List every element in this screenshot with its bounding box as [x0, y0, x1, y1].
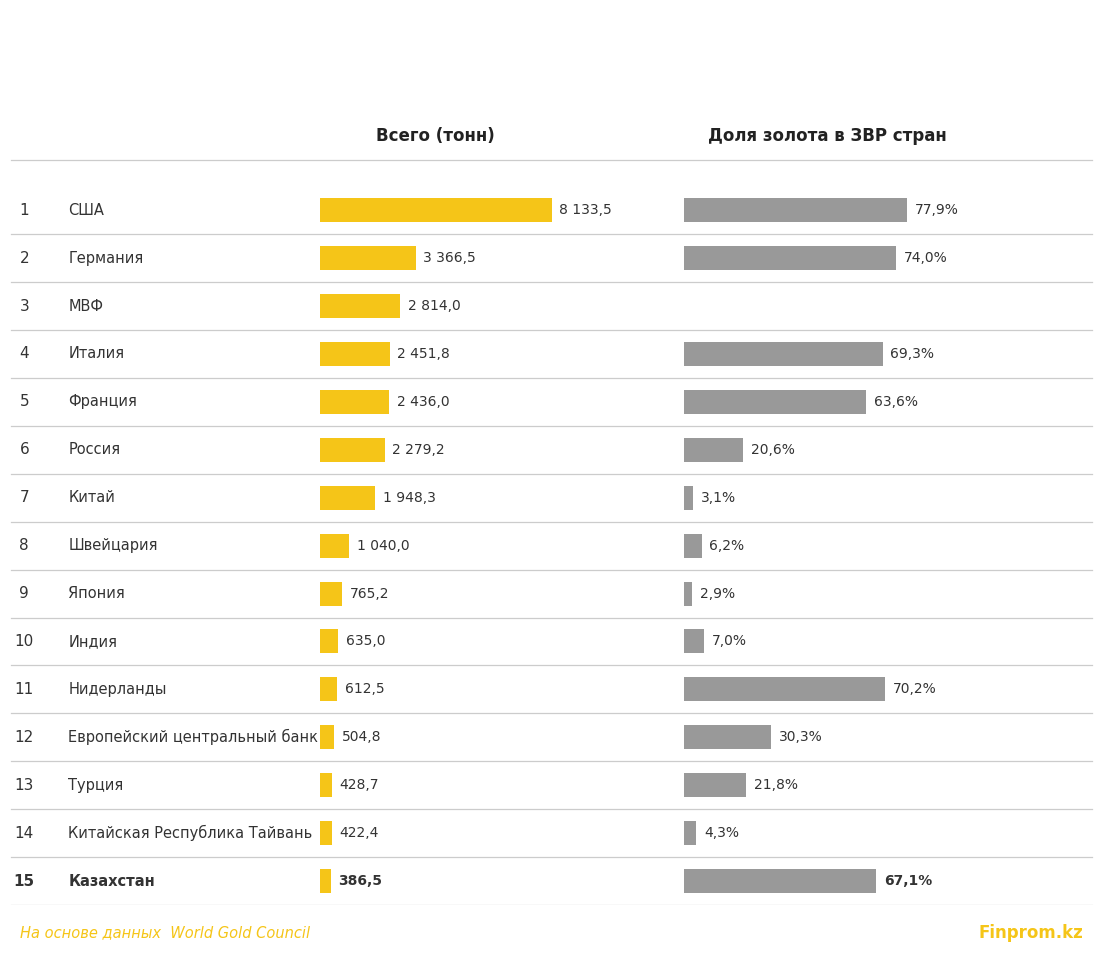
FancyBboxPatch shape	[320, 534, 350, 558]
Text: Китай: Китай	[68, 491, 115, 505]
FancyBboxPatch shape	[320, 198, 552, 222]
Text: Нидерланды: Нидерланды	[68, 682, 167, 697]
Text: Китайская Республика Тайвань: Китайская Республика Тайвань	[68, 825, 312, 841]
Text: 74,0%: 74,0%	[903, 252, 947, 265]
FancyBboxPatch shape	[684, 821, 696, 845]
Text: 2 279,2: 2 279,2	[393, 443, 446, 457]
Text: 7,0%: 7,0%	[711, 635, 747, 648]
FancyBboxPatch shape	[684, 630, 704, 654]
Text: США: США	[68, 203, 105, 218]
Text: 1 948,3: 1 948,3	[383, 491, 436, 505]
Text: Finprom.kz: Finprom.kz	[978, 924, 1083, 942]
Text: 9: 9	[20, 586, 29, 601]
Text: 14: 14	[14, 826, 34, 841]
FancyBboxPatch shape	[684, 678, 886, 702]
Text: 3,1%: 3,1%	[700, 491, 736, 505]
Text: 11: 11	[14, 682, 34, 697]
Text: 7: 7	[20, 491, 29, 505]
FancyBboxPatch shape	[320, 582, 342, 606]
Text: 765,2: 765,2	[350, 587, 389, 601]
FancyBboxPatch shape	[684, 342, 882, 366]
Text: 30,3%: 30,3%	[779, 731, 822, 744]
Text: 70,2%: 70,2%	[893, 683, 936, 696]
Text: 4,3%: 4,3%	[704, 827, 739, 840]
Text: МВФ: МВФ	[68, 299, 104, 314]
FancyBboxPatch shape	[684, 438, 743, 462]
Text: 1 040,0: 1 040,0	[357, 539, 410, 553]
Text: 422,4: 422,4	[340, 827, 379, 840]
Text: Всего (тонн): Всего (тонн)	[376, 127, 495, 145]
Text: Доля золота в ЗВР стран: Доля золота в ЗВР стран	[708, 127, 946, 145]
Text: Россия: Россия	[68, 443, 120, 457]
FancyBboxPatch shape	[684, 773, 747, 797]
Text: 8 133,5: 8 133,5	[559, 204, 612, 217]
Text: 612,5: 612,5	[345, 683, 385, 696]
Text: 5: 5	[20, 395, 29, 409]
FancyBboxPatch shape	[320, 630, 338, 654]
Text: 1: 1	[20, 203, 29, 218]
FancyBboxPatch shape	[320, 342, 389, 366]
Text: На основе данных  World Gold Council: На основе данных World Gold Council	[20, 925, 310, 940]
Text: 10: 10	[14, 634, 34, 649]
FancyBboxPatch shape	[320, 821, 332, 845]
FancyBboxPatch shape	[684, 534, 702, 558]
Text: Золотые резервы стран  и их доля в общем объёме национальных резервов. ТОП-15: Золотые резервы стран и их доля в общем …	[20, 32, 909, 50]
Text: 504,8: 504,8	[342, 731, 382, 744]
FancyBboxPatch shape	[684, 869, 876, 893]
Text: 15: 15	[13, 874, 35, 889]
Text: Начало  марта  2020: Начало марта 2020	[20, 70, 234, 88]
Text: 4: 4	[20, 347, 29, 362]
FancyBboxPatch shape	[320, 390, 389, 414]
FancyBboxPatch shape	[684, 198, 908, 222]
Text: 3: 3	[20, 299, 29, 314]
Text: 8: 8	[20, 539, 29, 553]
Text: Казахстан: Казахстан	[68, 874, 156, 889]
Text: 2: 2	[20, 251, 29, 266]
Text: 6,2%: 6,2%	[709, 539, 745, 553]
Text: 6: 6	[20, 443, 29, 457]
FancyBboxPatch shape	[320, 678, 338, 702]
FancyBboxPatch shape	[320, 438, 385, 462]
Text: 386,5: 386,5	[339, 874, 383, 888]
Text: 12: 12	[14, 730, 34, 745]
FancyBboxPatch shape	[320, 869, 331, 893]
Text: 2 814,0: 2 814,0	[408, 300, 460, 313]
Text: 428,7: 428,7	[340, 779, 379, 792]
Text: 2,9%: 2,9%	[700, 587, 735, 601]
FancyBboxPatch shape	[684, 390, 866, 414]
FancyBboxPatch shape	[320, 726, 334, 749]
Text: 63,6%: 63,6%	[874, 395, 918, 409]
FancyBboxPatch shape	[320, 773, 332, 797]
Text: 69,3%: 69,3%	[890, 347, 934, 361]
Text: 13: 13	[14, 778, 34, 793]
Text: Индия: Индия	[68, 634, 117, 649]
Text: 3 366,5: 3 366,5	[424, 252, 476, 265]
Text: 67,1%: 67,1%	[884, 874, 932, 888]
Text: 2 451,8: 2 451,8	[397, 347, 450, 361]
FancyBboxPatch shape	[684, 486, 693, 510]
FancyBboxPatch shape	[684, 726, 771, 749]
Text: Германия: Германия	[68, 251, 143, 266]
Text: Италия: Италия	[68, 347, 125, 362]
Text: 77,9%: 77,9%	[915, 204, 959, 217]
Text: Турция: Турция	[68, 778, 124, 793]
FancyBboxPatch shape	[320, 486, 375, 510]
Text: Франция: Франция	[68, 395, 137, 409]
Text: 20,6%: 20,6%	[751, 443, 794, 457]
Text: Европейский центральный банк: Европейский центральный банк	[68, 730, 319, 745]
FancyBboxPatch shape	[684, 246, 896, 270]
FancyBboxPatch shape	[320, 294, 400, 318]
Text: Швейцария: Швейцария	[68, 539, 158, 553]
Text: 21,8%: 21,8%	[754, 779, 799, 792]
Text: 2 436,0: 2 436,0	[397, 395, 450, 409]
FancyBboxPatch shape	[684, 582, 693, 606]
FancyBboxPatch shape	[320, 246, 416, 270]
Text: Япония: Япония	[68, 586, 125, 601]
Text: 635,0: 635,0	[345, 635, 385, 648]
